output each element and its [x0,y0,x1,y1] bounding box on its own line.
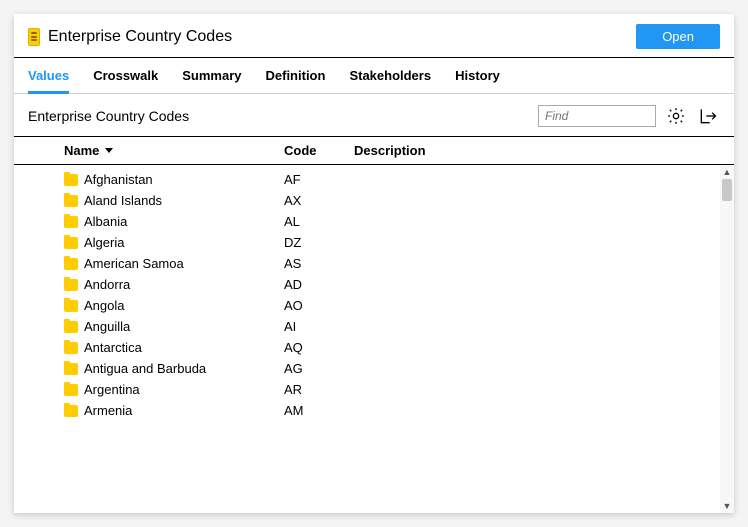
folder-icon [64,237,78,249]
folder-icon [64,195,78,207]
table-row[interactable]: Antarctica AQ [14,337,720,358]
scroll-down-icon[interactable]: ▼ [720,499,734,513]
sort-indicator-icon [105,148,113,153]
folder-icon [64,342,78,354]
export-icon [698,106,718,126]
subheader-bar: Enterprise Country Codes [14,94,734,137]
cell-name: Armenia [64,403,284,418]
subheader-title: Enterprise Country Codes [28,108,530,124]
tab-values[interactable]: Values [28,58,69,94]
table-body: Afghanistan AF Aland Islands AX Albania AL Alg… [14,165,720,513]
tab-bar: Values Crosswalk Summary Definition Stak… [14,58,734,94]
cell-name: American Samoa [64,256,284,271]
cell-name: Aland Islands [64,193,284,208]
column-header-name[interactable]: Name [64,143,284,158]
cell-name-text: Argentina [84,382,140,397]
cell-name: Angola [64,298,284,313]
cell-name: Algeria [64,235,284,250]
vertical-scrollbar[interactable]: ▲ ▼ [720,165,734,513]
cell-name-text: Anguilla [84,319,130,334]
cell-name: Afghanistan [64,172,284,187]
table-row[interactable]: Algeria DZ [14,232,720,253]
search-input[interactable] [538,105,656,127]
folder-icon [64,174,78,186]
cell-code: AR [284,382,354,397]
table-body-wrap: Afghanistan AF Aland Islands AX Albania AL Alg… [14,165,734,513]
export-button[interactable] [696,104,720,128]
folder-icon [64,405,78,417]
folder-icon [64,384,78,396]
cell-code: AG [284,361,354,376]
column-header-name-label: Name [64,143,99,158]
tab-stakeholders[interactable]: Stakeholders [349,58,431,94]
cell-code: AM [284,403,354,418]
table-row[interactable]: Anguilla AI [14,316,720,337]
table-header: Name Code Description [14,137,734,165]
cell-name-text: American Samoa [84,256,184,271]
cell-name: Anguilla [64,319,284,334]
cell-name: Argentina [64,382,284,397]
table-row[interactable]: Armenia AM [14,400,720,421]
tab-definition[interactable]: Definition [266,58,326,94]
cell-code: AS [284,256,354,271]
folder-icon [64,300,78,312]
cell-code: AL [284,214,354,229]
folder-icon [64,321,78,333]
cell-code: AF [284,172,354,187]
app-window: Enterprise Country Codes Open Values Cro… [14,14,734,513]
table-row[interactable]: Albania AL [14,211,720,232]
tab-crosswalk[interactable]: Crosswalk [93,58,158,94]
cell-name-text: Antarctica [84,340,142,355]
cell-name: Antigua and Barbuda [64,361,284,376]
column-header-code[interactable]: Code [284,143,354,158]
folder-icon [64,258,78,270]
header-bar: Enterprise Country Codes Open [14,14,734,58]
folder-icon [64,279,78,291]
cell-name-text: Antigua and Barbuda [84,361,206,376]
folder-icon [64,363,78,375]
table-row[interactable]: Argentina AR [14,379,720,400]
cell-name-text: Albania [84,214,127,229]
table-row[interactable]: Aland Islands AX [14,190,720,211]
table-row[interactable]: Afghanistan AF [14,169,720,190]
codelist-icon [28,28,40,46]
gear-icon [666,106,686,126]
cell-name-text: Andorra [84,277,130,292]
cell-name: Antarctica [64,340,284,355]
table-row[interactable]: American Samoa AS [14,253,720,274]
cell-name: Andorra [64,277,284,292]
page-title-text: Enterprise Country Codes [48,28,232,46]
settings-button[interactable] [664,104,688,128]
column-header-description[interactable]: Description [354,143,720,158]
folder-icon [64,216,78,228]
cell-code: AX [284,193,354,208]
cell-name-text: Aland Islands [84,193,162,208]
page-title: Enterprise Country Codes [28,28,636,46]
cell-code: DZ [284,235,354,250]
cell-code: AD [284,277,354,292]
cell-code: AQ [284,340,354,355]
table-row[interactable]: Antigua and Barbuda AG [14,358,720,379]
open-button[interactable]: Open [636,24,720,49]
cell-name: Albania [64,214,284,229]
table-row[interactable]: Angola AO [14,295,720,316]
scroll-up-icon[interactable]: ▲ [720,165,734,179]
cell-code: AI [284,319,354,334]
cell-name-text: Afghanistan [84,172,153,187]
cell-name-text: Armenia [84,403,132,418]
cell-name-text: Algeria [84,235,124,250]
tab-history[interactable]: History [455,58,500,94]
table-row[interactable]: Andorra AD [14,274,720,295]
tab-summary[interactable]: Summary [182,58,241,94]
cell-name-text: Angola [84,298,124,313]
scroll-thumb[interactable] [722,179,732,201]
cell-code: AO [284,298,354,313]
